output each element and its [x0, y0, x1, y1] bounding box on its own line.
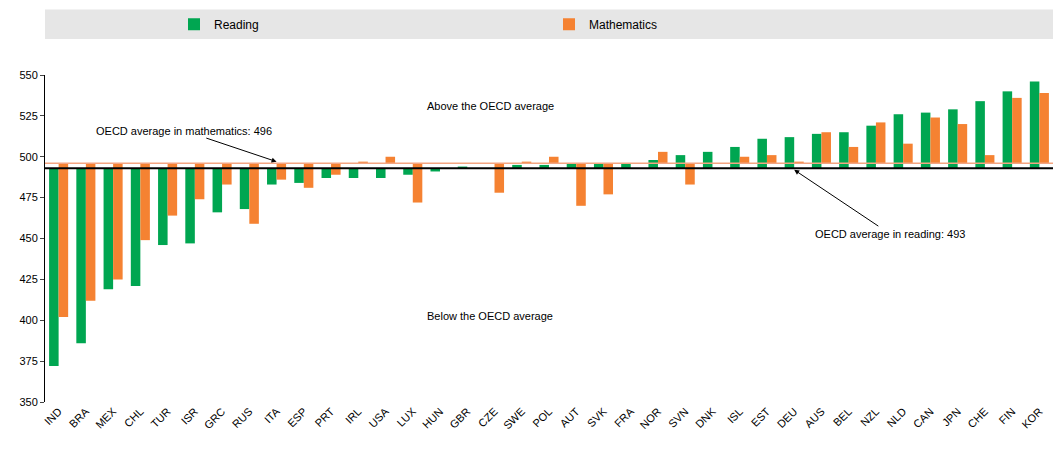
svg-text:425: 425	[19, 273, 37, 285]
svg-text:ISL: ISL	[725, 405, 745, 425]
svg-text:BEL: BEL	[831, 405, 854, 428]
svg-text:350: 350	[19, 396, 37, 408]
svg-text:LUX: LUX	[394, 405, 418, 429]
svg-text:450: 450	[19, 232, 37, 244]
svg-text:CHE: CHE	[965, 405, 990, 430]
svg-text:NOR: NOR	[637, 405, 663, 431]
svg-text:AUT: AUT	[558, 405, 582, 429]
svg-text:IRL: IRL	[343, 405, 364, 426]
svg-text:SWE: SWE	[501, 405, 527, 431]
svg-text:AUS: AUS	[802, 405, 826, 429]
svg-text:FRA: FRA	[612, 405, 637, 430]
svg-text:EST: EST	[749, 405, 773, 429]
svg-text:USA: USA	[366, 405, 391, 430]
svg-text:OECD average in reading: 493: OECD average in reading: 493	[815, 228, 965, 240]
svg-text:NZL: NZL	[858, 405, 881, 428]
svg-text:POL: POL	[530, 405, 554, 429]
svg-text:TUR: TUR	[148, 405, 173, 430]
svg-text:Below the OECD average: Below the OECD average	[427, 310, 553, 322]
svg-text:500: 500	[19, 151, 37, 163]
svg-text:GBR: GBR	[447, 405, 472, 430]
svg-text:IND: IND	[42, 405, 64, 427]
svg-text:375: 375	[19, 355, 37, 367]
svg-text:CZE: CZE	[476, 405, 500, 429]
svg-text:RUS: RUS	[230, 405, 255, 430]
svg-text:Mathematics: Mathematics	[589, 18, 657, 32]
svg-text:JPN: JPN	[940, 405, 963, 428]
svg-text:DNK: DNK	[693, 405, 718, 430]
svg-text:CHL: CHL	[122, 405, 146, 429]
svg-text:Reading: Reading	[214, 18, 259, 32]
svg-text:SVK: SVK	[585, 405, 610, 430]
svg-text:PRT: PRT	[312, 405, 336, 429]
svg-text:OECD average in mathematics: 4: OECD average in mathematics: 496	[96, 125, 272, 137]
svg-text:NLD: NLD	[884, 405, 908, 429]
svg-text:Above the OECD average: Above the OECD average	[427, 100, 554, 112]
svg-text:GRC: GRC	[202, 405, 228, 431]
svg-text:SVN: SVN	[666, 405, 691, 430]
svg-text:DEU: DEU	[775, 405, 800, 430]
svg-text:525: 525	[19, 110, 37, 122]
svg-text:ESP: ESP	[285, 405, 309, 429]
svg-text:CAN: CAN	[911, 405, 936, 430]
svg-text:MEX: MEX	[93, 405, 119, 431]
svg-text:ISR: ISR	[179, 405, 200, 426]
svg-text:FIN: FIN	[996, 405, 1017, 426]
svg-text:ITA: ITA	[262, 405, 282, 425]
svg-text:400: 400	[19, 314, 37, 326]
svg-text:BRA: BRA	[67, 405, 92, 430]
svg-text:550: 550	[19, 69, 37, 81]
svg-text:HUN: HUN	[420, 405, 445, 430]
svg-text:KOR: KOR	[1019, 405, 1044, 430]
svg-text:475: 475	[19, 191, 37, 203]
